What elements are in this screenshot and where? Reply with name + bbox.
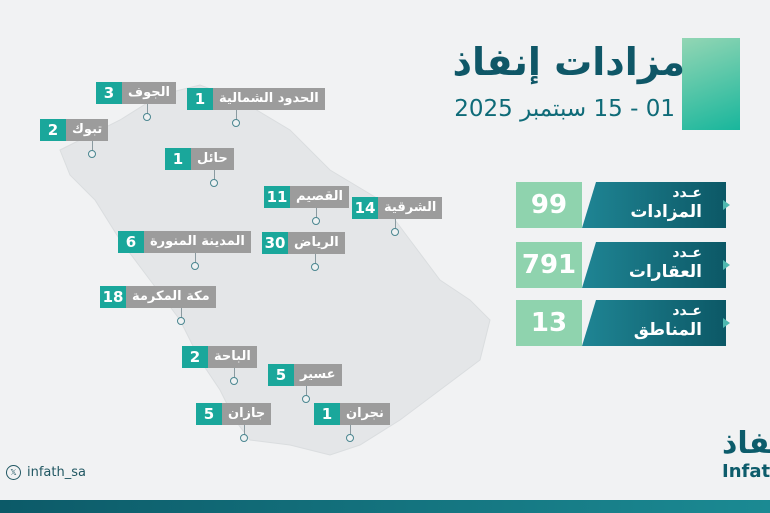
pin-line (181, 308, 182, 318)
region-name: الرياض (288, 232, 345, 254)
social-handle[interactable]: 𝕏 infath_sa (6, 462, 86, 482)
stat-auctions: 99 عـدد المزادات (516, 182, 730, 228)
location-pin-icon (230, 377, 238, 385)
stat-value: 791 (516, 242, 582, 288)
pin-line (315, 254, 316, 264)
stat-label-box: عـدد العقارات (582, 242, 726, 288)
stat-regions: 13 عـدد المناطق (516, 300, 730, 346)
pin-line (92, 141, 93, 151)
stat-label-box: عـدد المناطق (582, 300, 726, 346)
pin-line (234, 368, 235, 378)
pin-line (214, 170, 215, 180)
location-pin-icon (232, 119, 240, 127)
region-name: الحدود الشمالية (213, 88, 325, 110)
stat-label-line1: عـدد (672, 185, 702, 201)
stat-value: 99 (516, 182, 582, 228)
stat-properties: 791 عـدد العقارات (516, 242, 730, 288)
region-tag-riyadh: 30 الرياض (262, 232, 345, 254)
social-handle-text: infath_sa (27, 464, 86, 480)
stat-arrow-icon (723, 200, 730, 210)
location-pin-icon (312, 217, 320, 225)
region-count: 5 (268, 364, 294, 386)
date-range: 01 - 15 سبتمبر 2025 (454, 96, 675, 122)
stat-label-line2: المناطق (633, 320, 702, 340)
x-twitter-icon: 𝕏 (6, 464, 21, 480)
page-title: مزادات إنفاذ (452, 40, 685, 84)
location-pin-icon (210, 179, 218, 187)
region-tag-baha: 2 الباحة (182, 346, 257, 368)
region-name: تبوك (66, 119, 109, 141)
region-name: جازان (222, 403, 272, 425)
title-accent-bar (682, 38, 740, 130)
region-tag-najran: 1 نجران (314, 403, 390, 425)
region-count: 1 (165, 148, 191, 170)
stat-label-line2: المزادات (630, 202, 702, 222)
region-count: 14 (352, 197, 378, 219)
stat-label-line1: عـدد (672, 245, 702, 261)
region-tag-makkah: 18 مكة المكرمة (100, 286, 216, 308)
stat-arrow-icon (723, 318, 730, 328)
location-pin-icon (143, 113, 151, 121)
region-tag-tabuk: 2 تبوك (40, 119, 109, 141)
pin-line (244, 425, 245, 435)
region-name: نجران (340, 403, 390, 425)
location-pin-icon (177, 317, 185, 325)
region-count: 30 (262, 232, 288, 254)
region-count: 18 (100, 286, 126, 308)
infath-logo-latin: Infat (722, 461, 770, 482)
pin-line (236, 110, 237, 120)
region-tag-qassim: 11 القصيم (264, 186, 350, 208)
region-name: القصيم (290, 186, 350, 208)
stat-label-box: عـدد المزادات (582, 182, 726, 228)
region-name: عسير (294, 364, 342, 386)
location-pin-icon (346, 434, 354, 442)
stat-arrow-icon (723, 260, 730, 270)
region-count: 2 (40, 119, 66, 141)
region-count: 2 (182, 346, 208, 368)
region-tag-northern-borders: 1 الحدود الشمالية (187, 88, 325, 110)
region-tag-eastern: 14 الشرقية (352, 197, 443, 219)
region-name: حائل (191, 148, 234, 170)
stat-label-line2: العقارات (628, 262, 702, 282)
pin-line (316, 208, 317, 218)
location-pin-icon (311, 263, 319, 271)
stat-value: 13 (516, 300, 582, 346)
bottom-bar (0, 500, 770, 513)
region-name: الشرقية (378, 197, 443, 219)
pin-line (147, 104, 148, 114)
region-count: 3 (96, 82, 122, 104)
location-pin-icon (391, 228, 399, 236)
region-tag-asir: 5 عسير (268, 364, 342, 386)
pin-line (306, 386, 307, 396)
region-count: 1 (187, 88, 213, 110)
region-tag-jouf: 3 الجوف (96, 82, 176, 104)
region-count: 5 (196, 403, 222, 425)
pin-line (350, 425, 351, 435)
region-count: 1 (314, 403, 340, 425)
pin-line (195, 253, 196, 263)
region-name: الباحة (208, 346, 257, 368)
region-name: مكة المكرمة (126, 286, 216, 308)
region-name: الجوف (122, 82, 176, 104)
region-count: 6 (118, 231, 144, 253)
location-pin-icon (191, 262, 199, 270)
region-tag-jazan: 5 جازان (196, 403, 272, 425)
region-tag-hail: 1 حائل (165, 148, 234, 170)
location-pin-icon (240, 434, 248, 442)
location-pin-icon (88, 150, 96, 158)
pin-line (395, 219, 396, 229)
region-count: 11 (264, 186, 290, 208)
location-pin-icon (302, 395, 310, 403)
region-name: المدينة المنورة (144, 231, 251, 253)
stat-label-line1: عـدد (672, 303, 702, 319)
infath-logo-arabic: نفاذ (722, 426, 770, 461)
region-tag-madinah: 6 المدينة المنورة (118, 231, 251, 253)
